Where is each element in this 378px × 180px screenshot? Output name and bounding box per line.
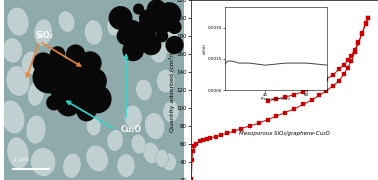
Ellipse shape [31,148,56,176]
Circle shape [132,21,156,44]
Y-axis label: Quantity adsorbed (cm³/g): Quantity adsorbed (cm³/g) [169,48,175,132]
Text: Mesoporous SiO₂/graphene-Cu₂O: Mesoporous SiO₂/graphene-Cu₂O [239,131,330,136]
Ellipse shape [143,142,160,164]
Ellipse shape [28,81,44,106]
Circle shape [167,20,181,34]
Ellipse shape [85,20,102,45]
Ellipse shape [26,115,46,144]
Ellipse shape [0,100,25,134]
Circle shape [139,9,156,27]
Text: SiO₂: SiO₂ [36,31,54,40]
Ellipse shape [7,7,29,36]
Ellipse shape [162,153,177,171]
Circle shape [50,57,72,80]
Circle shape [133,3,144,15]
Circle shape [50,82,65,98]
Circle shape [66,44,85,64]
Ellipse shape [156,69,175,93]
Ellipse shape [145,113,165,139]
Circle shape [166,36,184,54]
Circle shape [157,2,181,27]
Circle shape [58,67,86,95]
Ellipse shape [131,134,146,154]
Ellipse shape [163,101,179,122]
Circle shape [50,46,65,62]
Ellipse shape [107,130,123,151]
Ellipse shape [124,105,142,129]
Circle shape [150,10,174,34]
Circle shape [77,102,96,121]
Text: 2 μm: 2 μm [12,157,29,162]
Circle shape [46,95,62,111]
Circle shape [65,55,93,82]
Ellipse shape [22,51,40,75]
Ellipse shape [117,154,135,177]
Ellipse shape [3,38,22,63]
Circle shape [33,61,65,93]
Circle shape [117,27,135,45]
Circle shape [147,0,166,19]
Circle shape [156,30,168,42]
Ellipse shape [107,14,123,36]
Circle shape [141,35,161,55]
Circle shape [122,40,144,61]
Ellipse shape [63,153,81,178]
Ellipse shape [7,137,29,169]
Ellipse shape [86,145,108,172]
Text: Cu₂O: Cu₂O [121,125,142,134]
Circle shape [33,52,54,74]
Circle shape [108,6,133,30]
Ellipse shape [131,30,146,50]
Ellipse shape [163,22,179,43]
Ellipse shape [149,38,167,63]
Circle shape [83,85,112,113]
Circle shape [78,51,102,75]
Circle shape [126,20,140,34]
Circle shape [56,92,81,116]
Ellipse shape [86,116,101,136]
Ellipse shape [136,79,152,101]
Ellipse shape [6,66,30,96]
Circle shape [71,82,94,105]
Ellipse shape [58,11,75,32]
Ellipse shape [34,19,52,46]
Circle shape [80,68,107,94]
Ellipse shape [156,149,168,167]
